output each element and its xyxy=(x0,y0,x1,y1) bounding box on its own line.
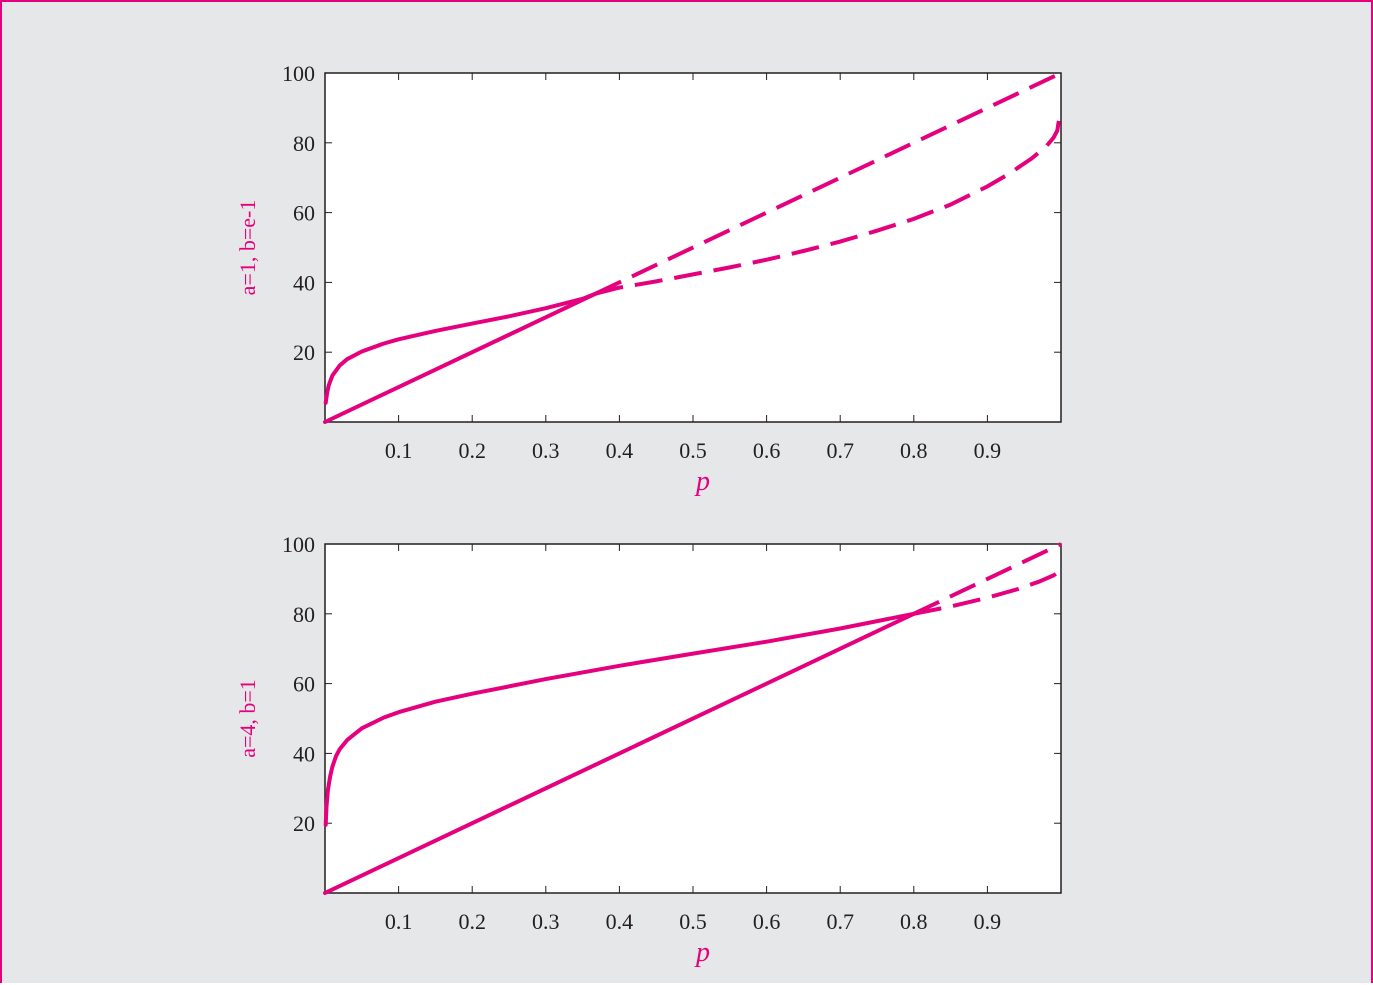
chart-1-series-1-line xyxy=(323,291,598,424)
chart-1-y-tick-label: 80 xyxy=(293,131,315,156)
chart-1-x-axis-label: p xyxy=(694,466,710,497)
chart-1-x-tick-label: 0.1 xyxy=(385,438,413,463)
chart-2-y-tick-label: 40 xyxy=(293,741,315,766)
chart-2-x-tick-label: 0.2 xyxy=(458,909,486,934)
chart-2-x-tick-label: 0.8 xyxy=(900,909,928,934)
chart-1-x-tick-label: 0.3 xyxy=(532,438,560,463)
chart-1-x-tick-label: 0.9 xyxy=(974,438,1002,463)
chart-2-x-tick-label: 0.4 xyxy=(606,909,634,934)
chart-1-series-3-line xyxy=(323,291,598,405)
chart-1-y-tick-label: 100 xyxy=(282,61,315,86)
chart-1-y-axis-label: a=1, b=e-1 xyxy=(235,200,260,296)
chart-2-y-tick-label: 100 xyxy=(282,532,315,557)
chart-1-x-tick-label: 0.4 xyxy=(606,438,634,463)
chart-1-y-tick-label: 20 xyxy=(293,340,315,365)
chart-2-x-axis-label: p xyxy=(694,937,710,968)
chart-1: 0.1 0.2 0.3 0.4 0.5 0.6 0.7 0.8 0.9 20 40 60 80 100 p a… xyxy=(235,61,1063,497)
chart-2-series-1-line xyxy=(323,611,916,895)
chart-1-series-2-line xyxy=(594,71,1062,296)
chart-2-series-3-line xyxy=(323,611,916,827)
chart-1-x-tick-label: 0.5 xyxy=(679,438,707,463)
chart-2-series-2-line xyxy=(912,542,1062,616)
chart-2-x-tick-label: 0.9 xyxy=(974,909,1002,934)
chart-2-y-tick-label: 20 xyxy=(293,811,315,836)
chart-2-y-axis-label: a=4, b=1 xyxy=(235,679,260,758)
chart-2-x-tick-label: 0.1 xyxy=(385,909,413,934)
chart-1-x-tick-label: 0.2 xyxy=(458,438,486,463)
chart-1-series-4-line xyxy=(595,111,1063,296)
chart-2-x-tick-label: 0.3 xyxy=(532,909,560,934)
chart-1-x-tick-label: 0.6 xyxy=(753,438,781,463)
chart-2-y-tick-label: 60 xyxy=(293,672,315,697)
chart-1-x-tick-label: 0.7 xyxy=(826,438,854,463)
chart-1-y-tick-label: 40 xyxy=(293,270,315,295)
chart-1-y-tick-label: 60 xyxy=(293,201,315,226)
chart-2-x-tick-label: 0.5 xyxy=(679,909,707,934)
chart-2: 0.1 0.2 0.3 0.4 0.5 0.6 0.7 0.8 0.9 20 40 60 80 100 p a… xyxy=(235,532,1062,968)
chart-2-series-4-line xyxy=(913,569,1062,616)
chart-1-x-tick-label: 0.8 xyxy=(900,438,928,463)
chart-2-x-tick-label: 0.7 xyxy=(826,909,854,934)
chart-2-y-tick-label: 80 xyxy=(293,602,315,627)
chart-2-x-tick-label: 0.6 xyxy=(753,909,781,934)
